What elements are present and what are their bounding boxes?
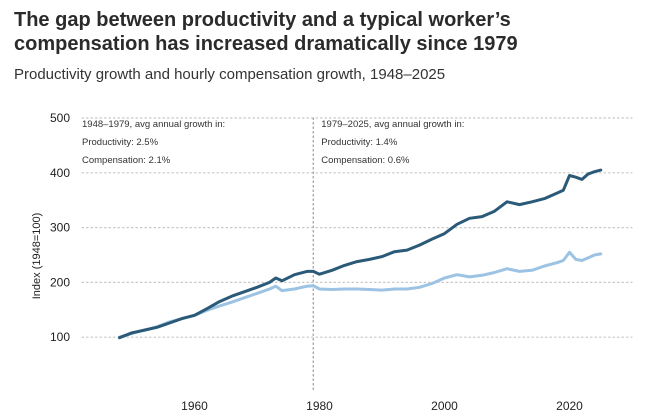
x-tick-label: 2020	[556, 399, 583, 413]
series-line-productivity	[118, 168, 603, 340]
series-line-compensation	[118, 250, 603, 339]
annotation-right-line: Compensation: 0.6%	[321, 155, 410, 166]
annotation-left-line: Compensation: 2.1%	[82, 155, 171, 166]
chart-subtitle: Productivity growth and hourly compensat…	[14, 66, 446, 83]
chart-title: The gap between productivity and a typic…	[14, 9, 518, 55]
annotation-left-line: Productivity: 2.5%	[82, 137, 159, 148]
annotation-left-line: 1948–1979, avg annual growth in:	[82, 119, 225, 130]
annotation-right-line: 1979–2025, avg annual growth in:	[321, 119, 464, 130]
x-tick-label: 1960	[181, 399, 208, 413]
y-tick-label: 500	[50, 111, 70, 125]
annotations: 1948–1979, avg annual growth in: Producti…	[82, 119, 464, 166]
x-tick-label: 1980	[306, 399, 333, 413]
gridlines	[81, 117, 633, 338]
x-axis-ticks: 1960 1980 2000 2020	[181, 399, 583, 413]
y-axis-label: Index (1948=100)	[31, 213, 43, 300]
x-tick-label: 2000	[431, 399, 458, 413]
y-tick-label: 200	[50, 275, 70, 289]
y-tick-label: 400	[50, 166, 70, 180]
annotation-right-line: Productivity: 1.4%	[321, 137, 398, 148]
y-tick-label: 300	[50, 221, 70, 235]
series-lines	[118, 168, 603, 340]
y-axis-ticks: 100 200 300 400 500	[50, 111, 70, 344]
y-tick-label: 100	[50, 330, 70, 344]
